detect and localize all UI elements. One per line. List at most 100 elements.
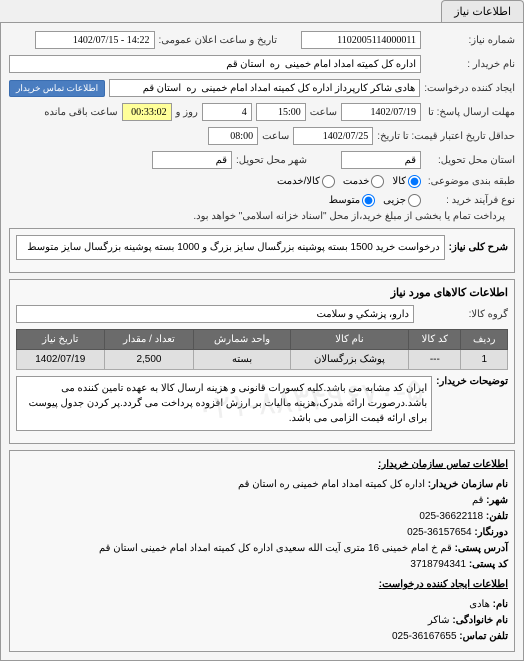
notes-label: توضیحات خریدار: [436, 376, 508, 387]
packaging-radio-group: کالا خدمت کالا/خدمت [277, 175, 421, 188]
footer-city-value: قم [472, 495, 483, 506]
table-header: واحد شمارش [194, 330, 290, 350]
lastname-label: نام خانوادگی: [452, 615, 508, 626]
name-label: نام: [493, 599, 508, 610]
table-header: نام کالا [290, 330, 408, 350]
pay-opt2-label: متوسط [329, 195, 360, 206]
announce-label: تاریخ و ساعت اعلان عمومی: [159, 35, 278, 46]
table-cell: 1402/07/19 [17, 350, 105, 370]
city-input[interactable] [152, 151, 232, 169]
name-value: هادی [469, 599, 490, 610]
creator-input[interactable] [109, 79, 420, 97]
payment-note: پرداخت تمام یا بخشی از مبلغ خرید،از محل … [193, 211, 505, 222]
need-number-label: شماره نیاز: [425, 35, 515, 46]
footer-contact-row: تلفن تماس: 36167655-025 [16, 629, 508, 645]
province-input[interactable] [341, 151, 421, 169]
pay-radio-1[interactable]: جزیی [383, 194, 421, 207]
table-cell: 2,500 [104, 350, 194, 370]
fax-value: 36157654-025 [407, 527, 472, 538]
price-deadline-label: حداقل تاریخ اعتبار قیمت: تا تاریخ: [377, 131, 515, 142]
table-cell: بسته [194, 350, 290, 370]
footer-section: اطلاعات تماس سازمان خریدار: نام سازمان خ… [9, 450, 515, 652]
need-number-input[interactable] [301, 31, 421, 49]
address-label: آدرس پستی: [455, 543, 508, 554]
creator-info-title: اطلاعات ایجاد کننده درخواست: [16, 577, 508, 593]
response-deadline-label: مهلت ارسال پاسخ: تا [425, 107, 515, 118]
footer-city-label: شهر: [486, 495, 508, 506]
response-time-label: ساعت [310, 107, 337, 118]
table-header: تعداد / مقدار [104, 330, 194, 350]
footer-name-row: نام: هادی [16, 597, 508, 613]
table-row: 1---پوشک بزرگسالانبسته2,5001402/07/19 [17, 350, 508, 370]
pkg-radio-2[interactable]: خدمت [343, 175, 385, 188]
response-time-input[interactable] [256, 103, 306, 121]
buyer-label: نام خریدار : [425, 59, 515, 70]
table-cell: 1 [461, 350, 508, 370]
city-label: شهر محل تحویل: [236, 155, 307, 166]
province-label: استان محل تحویل: [425, 155, 515, 166]
price-time-label: ساعت [262, 131, 289, 142]
footer-address-row: آدرس پستی: قم خ امام خمینی 16 متری آیت ا… [16, 541, 508, 557]
contact-phone-value: 36167655-025 [392, 631, 457, 642]
pkg-opt1-label: کالا [392, 176, 406, 187]
desc-text: درخواست خرید 1500 بسته پوشینه بزرگسال سا… [16, 235, 445, 260]
remaining-label: ساعت باقی مانده [44, 107, 117, 118]
pkg-opt3-label: کالا/خدمت [277, 176, 320, 187]
table-header: کد کالا [409, 330, 461, 350]
footer-phone-row: تلفن: 36622118-025 [16, 509, 508, 525]
remaining-time-input[interactable] [122, 103, 172, 121]
group-input[interactable] [16, 305, 414, 323]
pkg-radio-1[interactable]: کالا [392, 175, 421, 188]
goods-table: ردیفکد کالانام کالاواحد شمارشتعداد / مقد… [16, 329, 508, 370]
table-header: ردیف [461, 330, 508, 350]
pkg-radio-2-input[interactable] [371, 175, 384, 188]
pkg-opt2-label: خدمت [343, 176, 370, 187]
footer-org-row: نام سازمان خریدار: اداره کل کمیته امداد … [16, 477, 508, 493]
days-input[interactable] [202, 103, 252, 121]
announce-input[interactable] [35, 31, 155, 49]
main-panel: شماره نیاز: تاریخ و ساعت اعلان عمومی: نا… [0, 22, 524, 661]
pkg-radio-3-input[interactable] [322, 175, 335, 188]
pay-radio-1-input[interactable] [408, 194, 421, 207]
org-label: نام سازمان خریدار: [428, 479, 508, 490]
phone-label: تلفن: [486, 511, 508, 522]
phone-value: 36622118-025 [419, 511, 483, 522]
lastname-value: شاکر [428, 615, 450, 626]
address-value: قم خ امام خمینی 16 متری آیت الله سعیدی ا… [99, 543, 452, 554]
pay-radio-2[interactable]: متوسط [329, 194, 375, 207]
creator-label: ایجاد کننده درخواست: [424, 83, 515, 94]
payment-radio-group: جزیی متوسط [329, 194, 421, 207]
postal-label: کد پستی: [469, 559, 508, 570]
pay-opt1-label: جزیی [383, 195, 406, 206]
footer-city-row: شهر: قم [16, 493, 508, 509]
notes-text: ایران کد مشابه می باشد.کلیه کسورات قانون… [16, 376, 432, 431]
footer-fax-row: دورنگار: 36157654-025 [16, 525, 508, 541]
response-date-input[interactable] [341, 103, 421, 121]
days-label: روز و [176, 107, 198, 118]
footer-postal-row: کد پستی: 3718794341 [16, 557, 508, 573]
table-cell: --- [409, 350, 461, 370]
contact-phone-label: تلفن تماس: [459, 631, 508, 642]
org-value: اداره کل کمیته امداد امام خمینی ره استان… [238, 479, 425, 490]
price-date-input[interactable] [293, 127, 373, 145]
goods-section: اطلاعات کالاهای مورد نیاز گروه کالا: ردی… [9, 279, 515, 444]
group-label: گروه کالا: [418, 309, 508, 320]
packaging-label: طبقه بندی موضوعی: [425, 176, 515, 187]
price-time-input[interactable] [208, 127, 258, 145]
footer-title: اطلاعات تماس سازمان خریدار: [16, 457, 508, 473]
goods-section-title: اطلاعات کالاهای مورد نیاز [16, 286, 508, 299]
tab-header[interactable]: اطلاعات نیاز [441, 0, 524, 22]
footer-lastname-row: نام خانوادگی: شاکر [16, 613, 508, 629]
desc-title-label: شرح کلی نیاز: [449, 242, 508, 253]
pkg-radio-1-input[interactable] [408, 175, 421, 188]
desc-section: شرح کلی نیاز: درخواست خرید 1500 بسته پوش… [9, 228, 515, 273]
pkg-radio-3[interactable]: کالا/خدمت [277, 175, 335, 188]
payment-type-label: نوع فرآیند خرید : [425, 195, 515, 206]
postal-value: 3718794341 [410, 559, 466, 570]
table-header: تاریخ نیاز [17, 330, 105, 350]
buyer-input[interactable] [9, 55, 421, 73]
pay-radio-2-input[interactable] [362, 194, 375, 207]
table-cell: پوشک بزرگسالان [290, 350, 408, 370]
contact-info-button[interactable]: اطلاعات تماس خریدار [9, 80, 105, 97]
fax-label: دورنگار: [474, 527, 508, 538]
